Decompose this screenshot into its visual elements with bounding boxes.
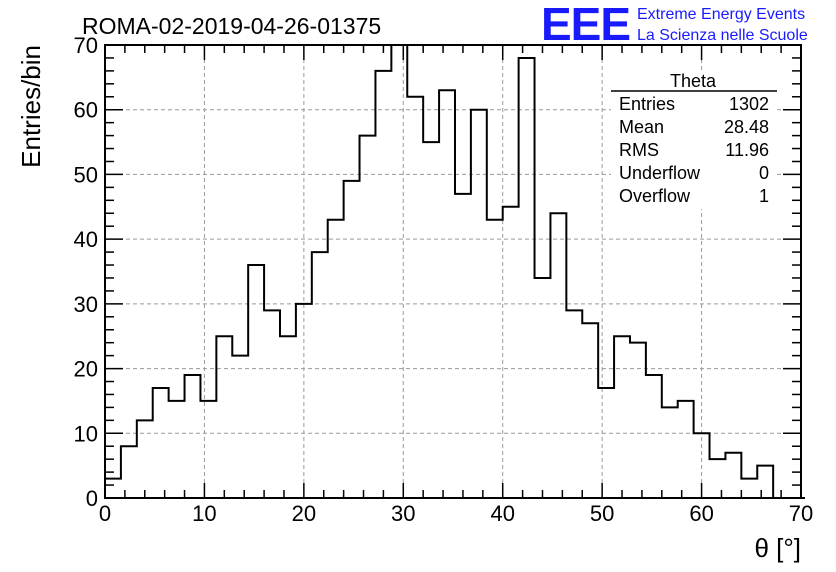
stats-row-value: 1: [759, 186, 769, 206]
x-tick-label: 60: [689, 501, 713, 526]
y-tick-label: 50: [74, 162, 98, 187]
stats-row-value: 11.96: [725, 140, 769, 160]
chart-title: ROMA-02-2019-04-26-01375: [82, 13, 381, 39]
x-tick-label: 10: [192, 501, 216, 526]
stats-row-value: 28.48: [724, 117, 769, 137]
grid-lines: [105, 45, 801, 498]
x-tick-label: 40: [490, 501, 514, 526]
x-tick-label: 0: [99, 501, 111, 526]
plot-frame: [104, 44, 802, 499]
logo-line-1: Extreme Energy Events: [637, 6, 805, 23]
y-tick-label: 40: [74, 227, 98, 252]
histogram-outline: [105, 44, 805, 499]
stats-row-label: Entries: [619, 94, 675, 114]
stats-rows: Entries 1302 Mean 28.48 RMS 11.96 Underflow 0 Ov…: [619, 94, 769, 206]
stats-row-label: Mean: [619, 117, 664, 137]
y-tick-label: 30: [74, 292, 98, 317]
y-axis-label: Entries/bin: [16, 45, 46, 168]
y-tick-label: 70: [74, 33, 98, 58]
x-tick-label: 50: [590, 501, 614, 526]
logo-mark: EEE: [541, 0, 630, 50]
logo-line-2: La Scienza nelle Scuole: [637, 27, 808, 44]
y-tick-label: 60: [74, 98, 98, 123]
stats-row-value: 0: [759, 163, 769, 183]
x-tick-label: 20: [292, 501, 316, 526]
x-tick-label: 30: [391, 501, 415, 526]
x-axis-label: θ [°]: [754, 533, 801, 563]
eee-logo: EEE Extreme Energy Events La Scienza nel…: [541, 0, 808, 50]
stats-box-background: [611, 73, 777, 209]
stats-row-label: Overflow: [619, 186, 691, 206]
stats-row-label: Underflow: [619, 163, 701, 183]
x-tick-label: 70: [789, 501, 813, 526]
y-tick-label: 10: [74, 421, 98, 446]
stats-row-label: RMS: [619, 140, 659, 160]
stats-title: Theta: [670, 71, 717, 91]
y-tick-label: 0: [86, 486, 98, 511]
stats-box: Theta Entries 1302 Mean 28.48 RMS 11.96 Underf…: [611, 71, 777, 209]
y-tick-label: 20: [74, 357, 98, 382]
stats-row-value: 1302: [729, 94, 769, 114]
